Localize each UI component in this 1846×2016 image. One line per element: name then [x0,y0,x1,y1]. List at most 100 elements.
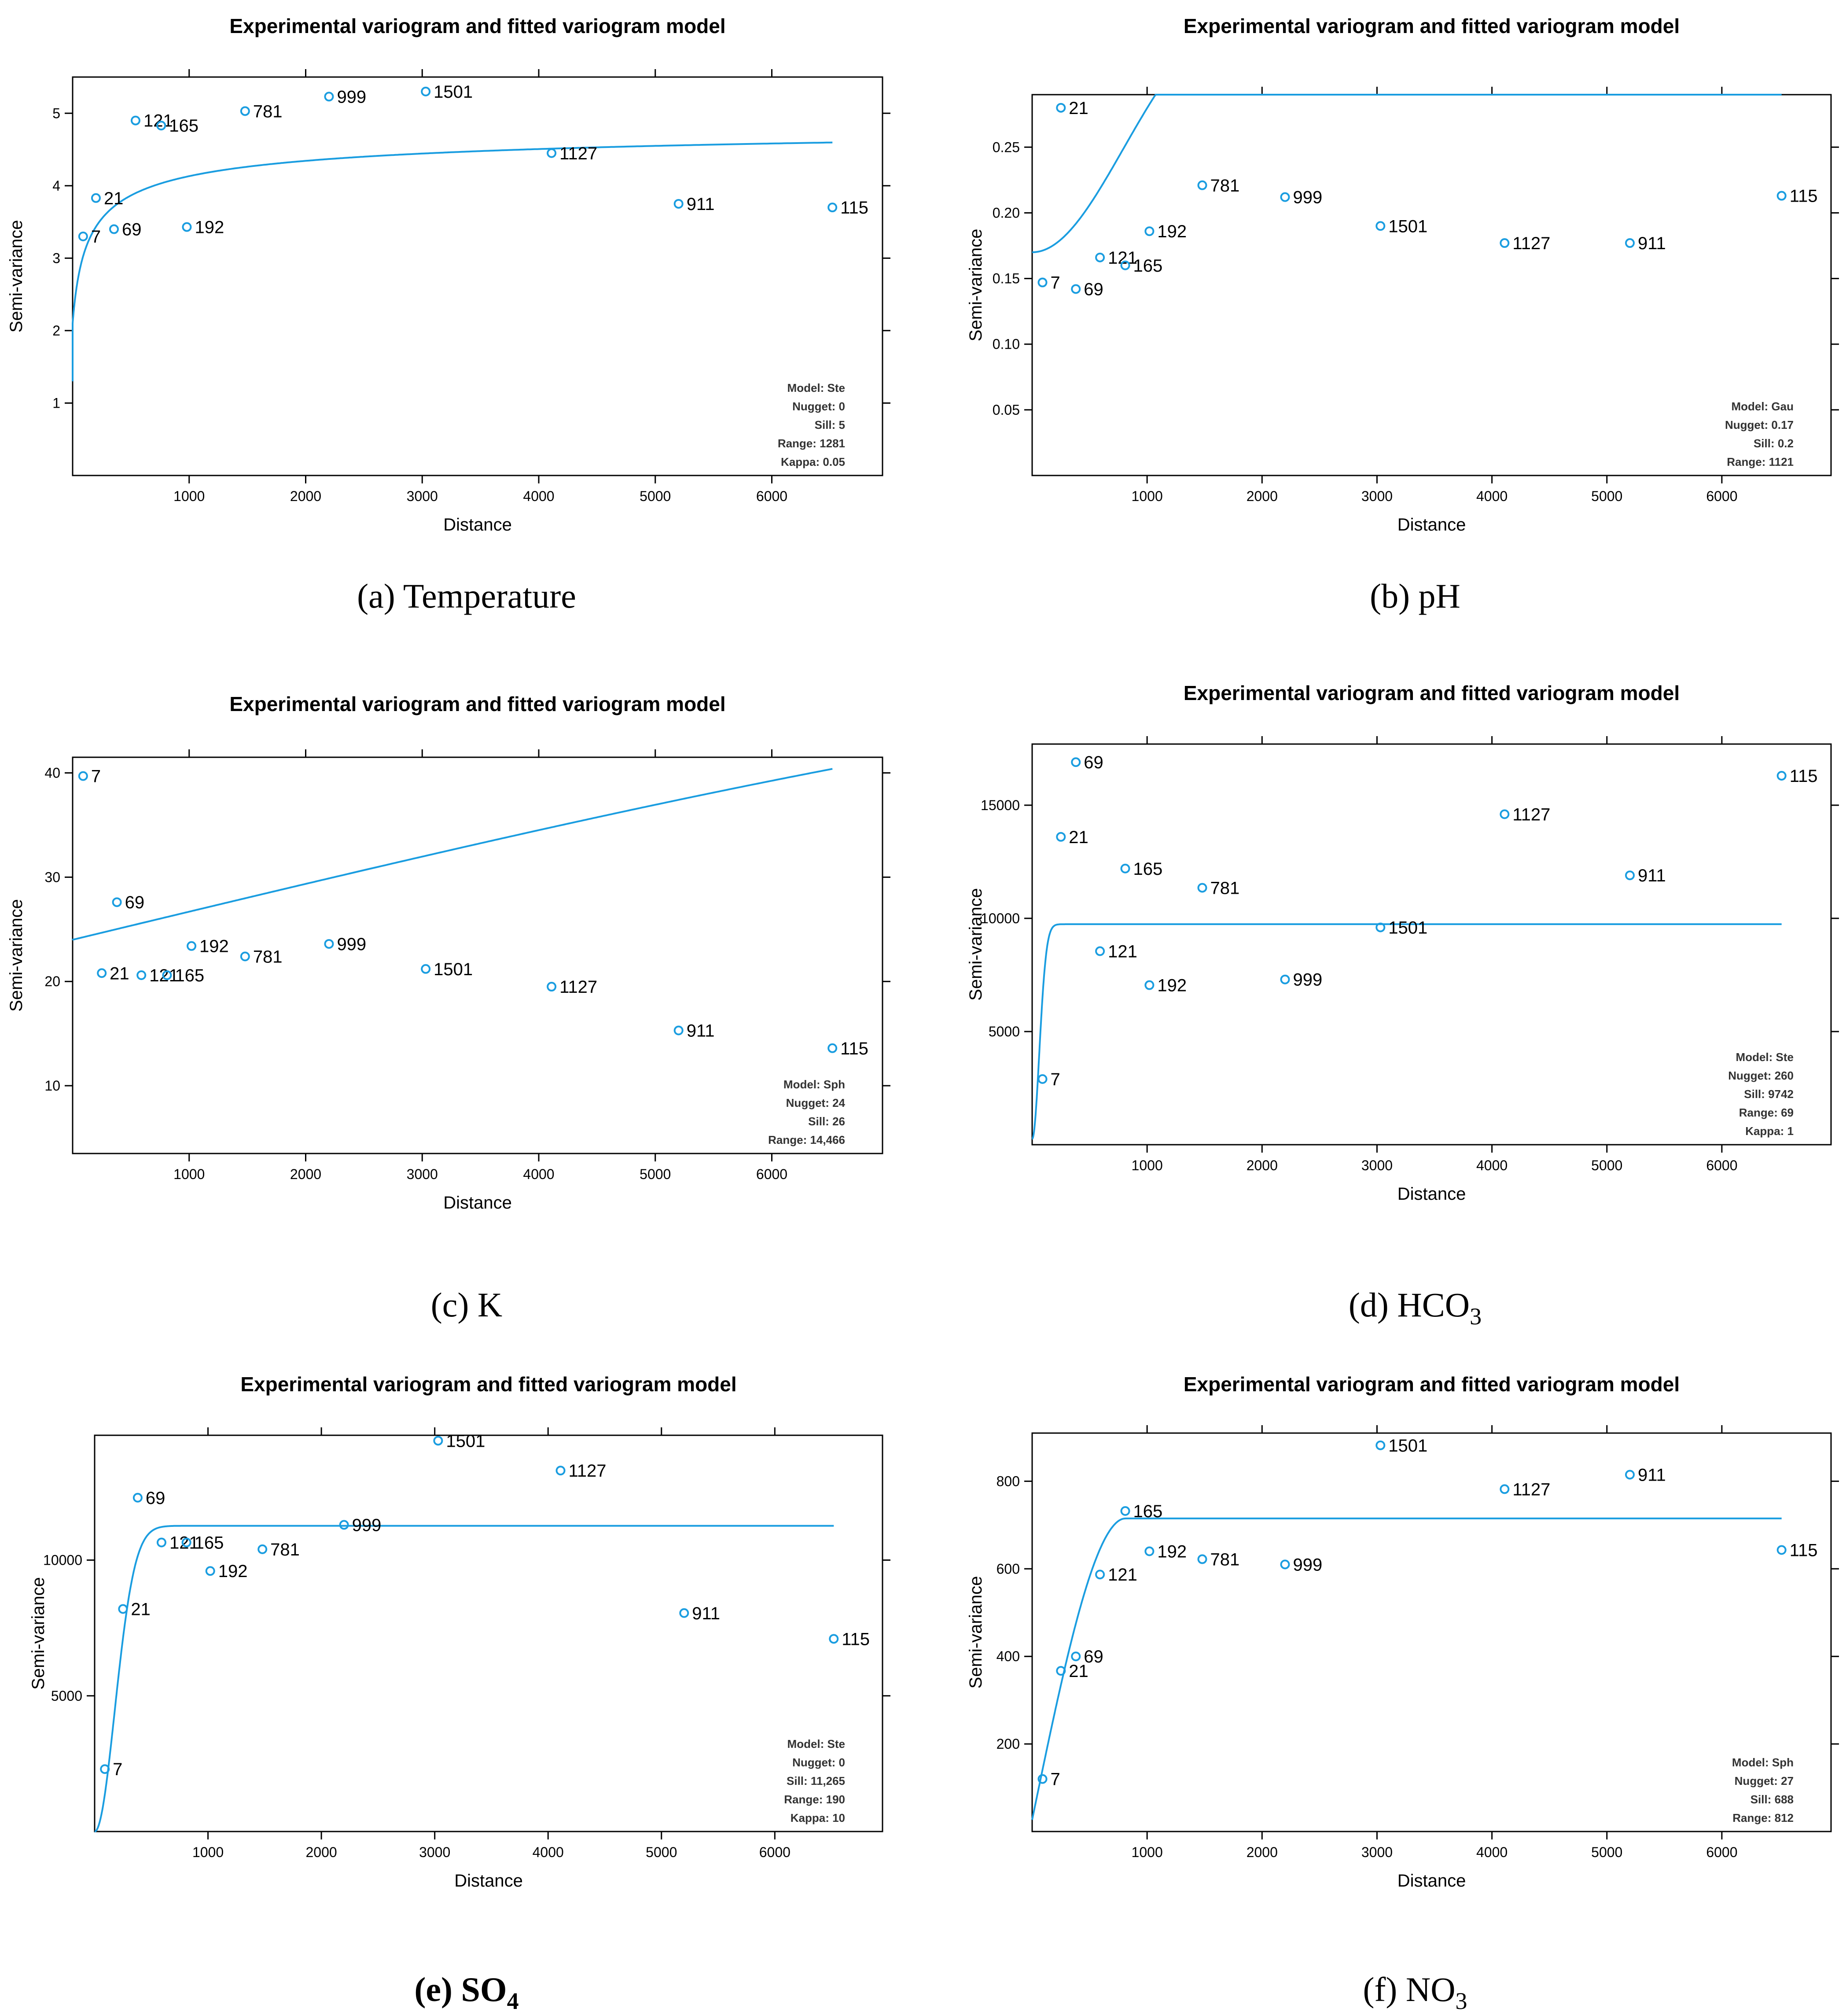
y-axis-label: Semi-variance [966,888,986,1001]
model-info-line: Range: 14,466 [768,1133,845,1146]
point-label: 165 [169,116,199,136]
data-point [1120,1506,1130,1516]
point-label: 192 [218,1562,248,1581]
x-tick-label: 3000 [1361,1844,1393,1860]
caption-text: SO [461,1970,507,2009]
y-tick-label: 0.15 [993,271,1020,287]
point-label: 7 [113,1760,122,1779]
x-tick-label: 6000 [759,1844,791,1860]
data-point [1071,284,1081,294]
x-tick-label: 3000 [1361,488,1393,504]
data-point [1037,1774,1048,1784]
y-axis-label: Semi-variance [7,220,26,333]
data-point [130,115,140,125]
point-label: 165 [1133,256,1163,276]
y-axis-label: Semi-variance [29,1577,48,1690]
data-point [132,1493,143,1503]
model-info-line: Kappa: 10 [791,1811,845,1824]
data-point [118,1604,128,1614]
point-label: 192 [1157,976,1187,995]
x-tick-label: 6000 [1706,488,1737,504]
data-point [827,1043,838,1053]
point-label: 1127 [559,144,597,163]
data-point [109,224,119,234]
model-info-line: Range: 69 [1739,1106,1794,1119]
x-tick-label: 4000 [1476,1157,1508,1173]
model-info-line: Model: Gau [1731,400,1794,413]
point-label: 192 [195,218,224,237]
point-label: 69 [125,893,145,912]
point-label: 911 [687,195,715,214]
x-tick-label: 5000 [646,1844,677,1860]
point-label: 115 [1790,187,1818,206]
point-label: 911 [1638,234,1666,253]
x-tick-label: 4000 [1476,488,1508,504]
plot-frame [1031,743,1832,1146]
model-info-line: Range: 190 [784,1793,845,1806]
model-info-line: Sill: 0.2 [1754,437,1794,450]
point-label: 121 [1108,1565,1137,1585]
data-point [1625,870,1635,881]
model-info-line: Range: 1281 [778,437,845,450]
point-label: 999 [337,935,366,954]
point-label: 21 [1069,99,1088,118]
caption-prefix: (b) [1370,577,1418,615]
data-point [673,1025,684,1036]
plot-frame [1031,94,1832,476]
x-tick-label: 5000 [1591,488,1622,504]
model-info-line: Nugget: 27 [1735,1774,1794,1787]
data-point [1625,238,1635,248]
x-tick-label: 6000 [1706,1844,1737,1860]
data-point [547,148,557,158]
data-point [240,951,250,962]
data-point [1095,252,1105,262]
data-point [136,970,147,980]
x-tick-label: 2000 [1247,488,1278,504]
model-info-line: Model: Ste [787,381,845,394]
y-axis-label: Semi-variance [966,1576,986,1689]
chart-panel-2: Experimental variogram and fitted variog… [966,15,1839,615]
plot-frame [1031,1432,1832,1832]
panel-caption: (f) NO3 [1363,1970,1467,2014]
data-point [78,232,88,241]
data-point [1500,238,1510,248]
x-tick-label: 5000 [640,488,671,504]
y-tick-label: 30 [44,869,60,885]
point-label: 21 [131,1600,151,1619]
model-info-line: Nugget: 0 [792,1756,845,1769]
x-tick-label: 1000 [173,1166,205,1182]
data-point [1197,883,1207,893]
x-axis-label: Distance [443,1193,512,1213]
data-point [339,1520,349,1530]
chart-title: Experimental variogram and fitted variog… [240,1373,736,1396]
data-point [1197,1554,1207,1564]
model-info-line: Model: Ste [787,1737,845,1751]
data-point [1375,221,1386,231]
x-axis-label: Distance [1397,1871,1466,1891]
x-tick-label: 4000 [523,1166,554,1182]
point-label: 999 [1293,1555,1323,1574]
y-tick-label: 15000 [981,797,1020,813]
chart-panel-3: Experimental variogram and fitted variog… [7,693,890,1324]
data-point [829,1634,839,1644]
data-point [1776,770,1787,781]
caption-prefix: (e) [414,1970,461,2009]
model-info-line: Nugget: 0 [792,400,845,413]
x-tick-label: 5000 [640,1166,671,1182]
data-point [1095,946,1105,956]
caption-subscript: 4 [507,1988,519,2014]
x-tick-label: 5000 [1591,1157,1622,1173]
y-tick-label: 4 [52,178,60,194]
data-point [1625,1470,1635,1480]
point-label: 165 [175,966,204,985]
data-point [1375,1440,1386,1450]
x-tick-label: 2000 [1247,1844,1278,1860]
x-axis-label: Distance [1397,515,1466,534]
panel-caption: (e) SO4 [414,1970,518,2014]
model-info-line: Nugget: 24 [786,1096,846,1109]
caption-prefix: (d) [1349,1286,1397,1324]
point-label: 21 [1069,1662,1088,1681]
plot-frame [94,1434,883,1832]
chart-title: Experimental variogram and fitted variog… [1184,15,1680,37]
x-tick-label: 6000 [756,488,787,504]
